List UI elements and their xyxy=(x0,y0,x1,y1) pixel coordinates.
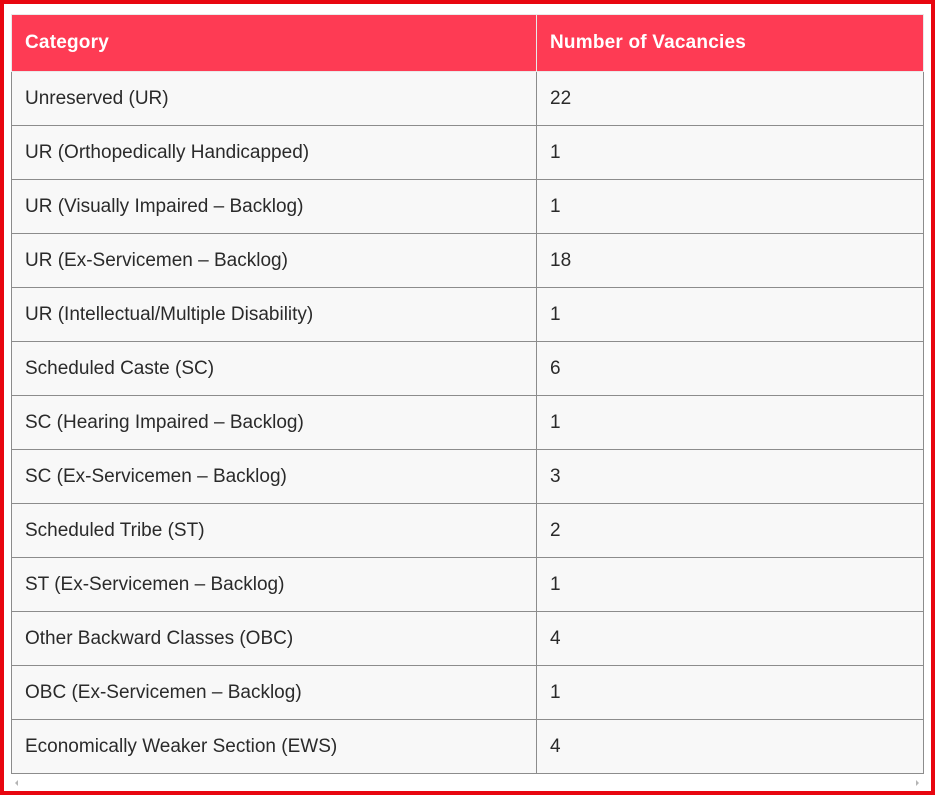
vacancy-count-cell: 3 xyxy=(536,449,924,504)
scroll-left-arrow-icon[interactable] xyxy=(15,780,18,786)
category-cell: Economically Weaker Section (EWS) xyxy=(11,719,537,774)
category-cell: UR (Intellectual/Multiple Disability) xyxy=(11,287,537,342)
vacancy-count-cell: 1 xyxy=(536,179,924,234)
category-cell: Scheduled Tribe (ST) xyxy=(11,503,537,558)
vacancy-count-cell: 22 xyxy=(536,71,924,126)
table-row: SC (Ex-Servicemen – Backlog) 3 xyxy=(11,449,924,504)
vacancy-count-cell: 1 xyxy=(536,557,924,612)
table-row: ST (Ex-Servicemen – Backlog) 1 xyxy=(11,557,924,612)
header-vacancy-count: Number of Vacancies xyxy=(536,14,924,72)
table-row: OBC (Ex-Servicemen – Backlog) 1 xyxy=(11,665,924,720)
category-cell: Unreserved (UR) xyxy=(11,71,537,126)
category-cell: UR (Orthopedically Handicapped) xyxy=(11,125,537,180)
vacancy-count-cell: 2 xyxy=(536,503,924,558)
vacancy-table-container: Category Number of Vacancies Unreserved … xyxy=(11,14,924,774)
vacancy-count-cell: 4 xyxy=(536,719,924,774)
table-body: Unreserved (UR) 22 UR (Orthopedically Ha… xyxy=(11,71,924,774)
table-row: Other Backward Classes (OBC) 4 xyxy=(11,611,924,666)
category-cell: UR (Ex-Servicemen – Backlog) xyxy=(11,233,537,288)
vacancy-table: Category Number of Vacancies Unreserved … xyxy=(11,14,924,774)
table-row: Scheduled Caste (SC) 6 xyxy=(11,341,924,396)
table-row: Economically Weaker Section (EWS) 4 xyxy=(11,719,924,774)
header-row: Category Number of Vacancies xyxy=(11,14,924,72)
table-row: SC (Hearing Impaired – Backlog) 1 xyxy=(11,395,924,450)
table-header: Category Number of Vacancies xyxy=(11,14,924,72)
vacancy-count-cell: 18 xyxy=(536,233,924,288)
vacancy-count-cell: 6 xyxy=(536,341,924,396)
vacancy-count-cell: 1 xyxy=(536,287,924,342)
category-cell: ST (Ex-Servicemen – Backlog) xyxy=(11,557,537,612)
scroll-right-arrow-icon[interactable] xyxy=(916,780,919,786)
vacancy-count-cell: 1 xyxy=(536,395,924,450)
category-cell: Scheduled Caste (SC) xyxy=(11,341,537,396)
category-cell: UR (Visually Impaired – Backlog) xyxy=(11,179,537,234)
category-cell: OBC (Ex-Servicemen – Backlog) xyxy=(11,665,537,720)
vacancy-count-cell: 1 xyxy=(536,125,924,180)
header-category: Category xyxy=(11,14,537,72)
category-cell: Other Backward Classes (OBC) xyxy=(11,611,537,666)
vacancy-count-cell: 1 xyxy=(536,665,924,720)
table-row: UR (Ex-Servicemen – Backlog) 18 xyxy=(11,233,924,288)
vacancy-count-cell: 4 xyxy=(536,611,924,666)
table-row: Scheduled Tribe (ST) 2 xyxy=(11,503,924,558)
category-cell: SC (Hearing Impaired – Backlog) xyxy=(11,395,537,450)
table-row: Unreserved (UR) 22 xyxy=(11,71,924,126)
category-cell: SC (Ex-Servicemen – Backlog) xyxy=(11,449,537,504)
horizontal-scrollbar[interactable] xyxy=(11,778,923,789)
table-row: UR (Intellectual/Multiple Disability) 1 xyxy=(11,287,924,342)
table-row: UR (Visually Impaired – Backlog) 1 xyxy=(11,179,924,234)
table-row: UR (Orthopedically Handicapped) 1 xyxy=(11,125,924,180)
